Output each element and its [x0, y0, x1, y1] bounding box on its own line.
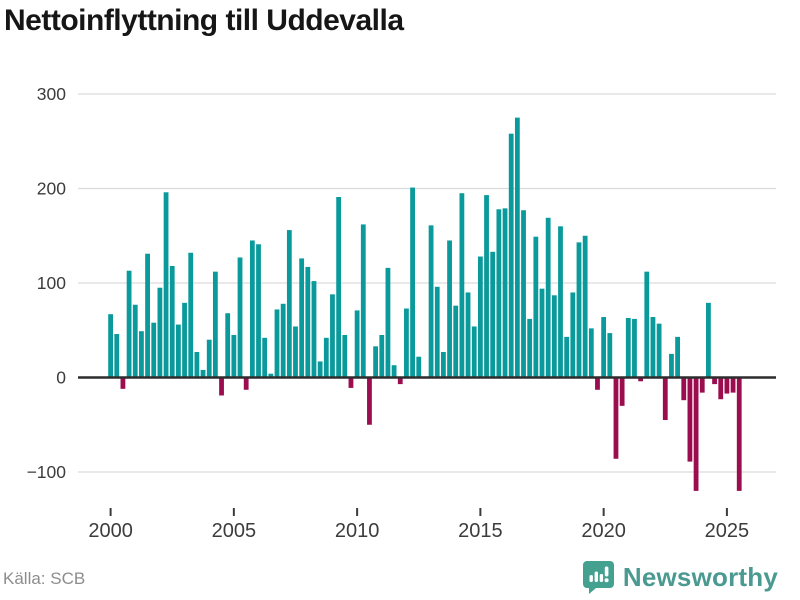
- svg-text:100: 100: [37, 273, 66, 293]
- bar-chart-pin-icon: [582, 561, 614, 594]
- chart-title: Nettoinflyttning till Uddevalla: [4, 4, 404, 37]
- svg-text:2020: 2020: [581, 520, 626, 542]
- newsworthy-wordmark: Newsworthy: [622, 561, 778, 592]
- svg-text:300: 300: [37, 84, 66, 104]
- newsworthy-logo: Newsworthy: [582, 560, 778, 594]
- svg-text:200: 200: [37, 179, 66, 199]
- svg-text:2025: 2025: [705, 520, 750, 542]
- svg-text:2010: 2010: [335, 520, 380, 542]
- svg-text:0: 0: [56, 368, 66, 388]
- svg-text:2005: 2005: [212, 520, 257, 542]
- svg-text:−100: −100: [27, 462, 67, 482]
- svg-text:2000: 2000: [88, 520, 133, 542]
- source-label: Källa: SCB: [3, 569, 86, 588]
- svg-text:2015: 2015: [458, 520, 503, 542]
